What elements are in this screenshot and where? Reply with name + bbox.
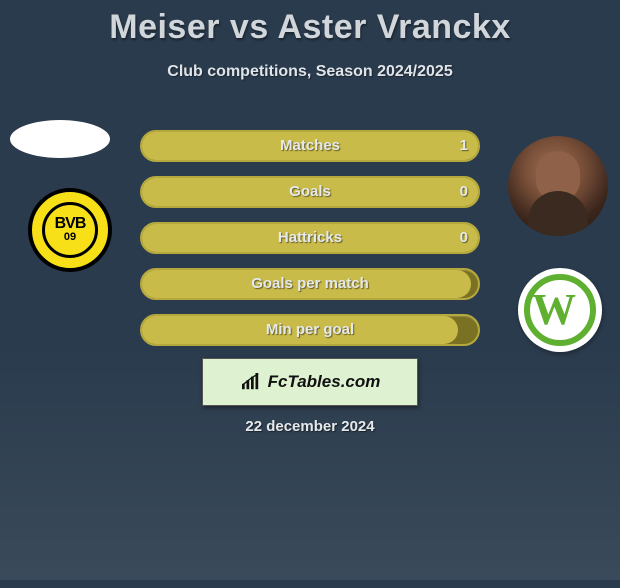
brand-box[interactable]: FcTables.com bbox=[202, 358, 418, 406]
stat-value: 1 bbox=[460, 132, 468, 160]
stat-value: 0 bbox=[460, 178, 468, 206]
stats-container: Matches 1 Goals 0 Hattricks 0 Goals per … bbox=[140, 130, 480, 360]
stat-row: Hattricks 0 bbox=[140, 222, 480, 254]
bvb-sub: 09 bbox=[64, 231, 76, 243]
stat-label: Min per goal bbox=[142, 316, 478, 344]
stat-row: Goals per match bbox=[140, 268, 480, 300]
player-left-photo bbox=[10, 120, 110, 158]
bar-chart-icon bbox=[240, 373, 262, 391]
stat-value: 0 bbox=[460, 224, 468, 252]
stat-row: Matches 1 bbox=[140, 130, 480, 162]
stat-row: Goals 0 bbox=[140, 176, 480, 208]
stat-row: Min per goal bbox=[140, 314, 480, 346]
stat-label: Goals bbox=[142, 178, 478, 206]
stat-label: Matches bbox=[142, 132, 478, 160]
club-right-logo: W bbox=[518, 268, 602, 352]
wob-letter: W bbox=[532, 286, 576, 334]
club-left-logo: BVB 09 bbox=[28, 188, 112, 272]
date-label: 22 december 2024 bbox=[0, 418, 620, 435]
player-right-photo bbox=[508, 136, 608, 236]
stat-label: Hattricks bbox=[142, 224, 478, 252]
subtitle: Club competitions, Season 2024/2025 bbox=[0, 63, 620, 81]
bvb-text: BVB bbox=[55, 217, 86, 231]
stat-label: Goals per match bbox=[142, 270, 478, 298]
page-title: Meiser vs Aster Vranckx bbox=[0, 8, 620, 47]
brand-name: FcTables.com bbox=[268, 372, 381, 392]
